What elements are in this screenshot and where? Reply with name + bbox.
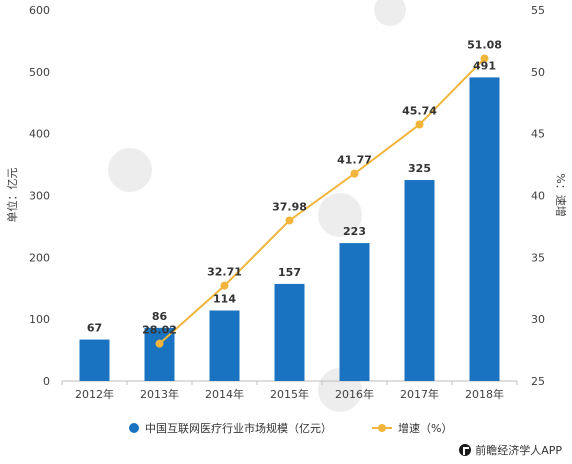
- y-tick-label: 100: [29, 313, 50, 326]
- line-value-label: 37.98: [272, 200, 307, 213]
- y-right-tick-label: 45: [531, 128, 545, 141]
- growth-line: [155, 54, 489, 348]
- footer: 前瞻经济学人APP: [459, 442, 562, 458]
- brand-logo-icon: [459, 444, 472, 456]
- line-value-label: 28.02: [142, 324, 177, 337]
- legend: 中国互联网医疗行业市场规模（亿元） 增速（%）: [129, 421, 452, 435]
- x-tick-label: 2018年: [465, 387, 504, 401]
- footer-text: 前瞻经济学人APP: [475, 444, 562, 457]
- bar: [209, 310, 240, 381]
- legend-line-label: 增速（%）: [398, 421, 452, 435]
- y-right-tick-label: 55: [531, 4, 545, 17]
- y-tick-label: 0: [43, 375, 50, 388]
- x-tick-label: 2015年: [270, 387, 309, 401]
- bar: [79, 339, 110, 381]
- x-tick-label: 2014年: [205, 387, 244, 401]
- bar-value-label: 157: [278, 266, 301, 279]
- y-tick-label: 400: [29, 128, 50, 141]
- bar-value-label: 325: [408, 162, 431, 175]
- x-tick-label: 2012年: [75, 387, 114, 401]
- y-right-tick-label: 25: [531, 375, 545, 388]
- bar-value-label: 114: [213, 293, 236, 306]
- bar-value-label: 86: [152, 310, 168, 323]
- y-tick-label: 500: [29, 66, 50, 79]
- line-point: [285, 216, 294, 225]
- legend-bar-swatch: [129, 423, 139, 433]
- line-value-label: 32.71: [207, 266, 242, 279]
- y-right-axis-title: %：速增: [554, 173, 568, 216]
- bar-value-label: 491: [473, 59, 496, 72]
- legend-line-marker: [378, 424, 386, 432]
- line-point: [480, 54, 489, 63]
- line-point: [415, 120, 424, 129]
- y-tick-label: 600: [29, 4, 50, 17]
- line-point: [220, 281, 229, 290]
- line-point: [350, 169, 359, 178]
- bar: [469, 77, 500, 382]
- line-value-label: 41.77: [337, 154, 372, 167]
- bar: [404, 180, 435, 381]
- data-labels: 67 86 114 157 223 325 491 28.02 32.71 37.98 41.77 4…: [87, 38, 502, 336]
- y-tick-label: 200: [29, 251, 50, 264]
- y-axis-title: 单位：亿元: [5, 168, 19, 223]
- x-tick-label: 2017年: [400, 387, 439, 401]
- x-tick-label: 2013年: [140, 387, 179, 401]
- y-right-tick-label: 30: [531, 313, 545, 326]
- bar-value-label: 67: [87, 322, 102, 335]
- bar: [274, 283, 305, 381]
- bar: [144, 327, 175, 381]
- y-right-tick-label: 40: [531, 190, 545, 203]
- line-path: [158, 57, 486, 345]
- legend-bar-label: 中国互联网医疗行业市场规模（亿元）: [145, 421, 332, 435]
- axes: 0 100 200 300 400 500 600 25 30 35 40 45 50 55 2012年 20…: [5, 4, 568, 401]
- x-tick-label: 2016年: [335, 387, 374, 401]
- bars: [79, 77, 500, 382]
- y-right-tick-label: 35: [531, 251, 545, 264]
- y-right-tick-label: 50: [531, 66, 545, 79]
- line-value-label: 51.08: [467, 38, 502, 51]
- y-tick-label: 300: [29, 190, 50, 203]
- line-value-label: 45.74: [402, 105, 437, 118]
- line-point: [155, 339, 164, 348]
- bar-value-label: 223: [343, 225, 366, 238]
- bar: [339, 243, 370, 381]
